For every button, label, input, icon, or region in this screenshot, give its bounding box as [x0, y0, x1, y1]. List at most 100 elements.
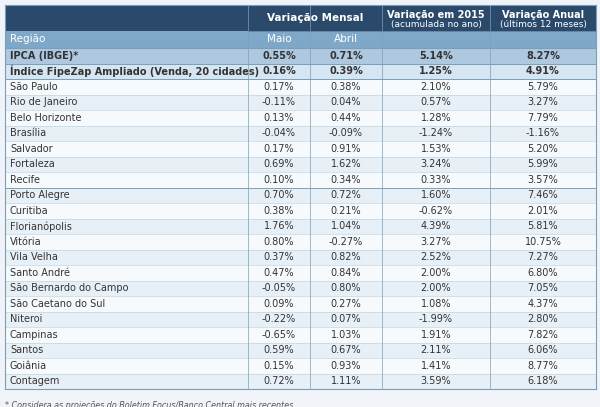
Text: Índice FipeZap Ampliado (Venda, 20 cidades): Índice FipeZap Ampliado (Venda, 20 cidad… — [10, 65, 259, 77]
Text: 1.53%: 1.53% — [421, 144, 451, 154]
Text: -0.04%: -0.04% — [262, 128, 296, 138]
Text: 0.44%: 0.44% — [331, 113, 361, 123]
Text: 0.47%: 0.47% — [263, 268, 295, 278]
Text: 2.00%: 2.00% — [421, 283, 451, 293]
Text: 0.10%: 0.10% — [264, 175, 294, 185]
Text: Abril: Abril — [334, 35, 358, 44]
Text: 6.80%: 6.80% — [528, 268, 558, 278]
Text: 1.60%: 1.60% — [421, 190, 451, 200]
Bar — [248, 31, 596, 48]
Text: Recife: Recife — [10, 175, 40, 185]
Text: 2.00%: 2.00% — [421, 268, 451, 278]
Text: 0.80%: 0.80% — [331, 283, 361, 293]
Text: 0.27%: 0.27% — [331, 299, 361, 309]
Bar — [5, 48, 596, 63]
Text: Goiânia: Goiânia — [10, 361, 47, 371]
Text: 2.11%: 2.11% — [421, 345, 451, 355]
Text: -0.05%: -0.05% — [262, 283, 296, 293]
Text: 4.37%: 4.37% — [527, 299, 559, 309]
Text: 0.13%: 0.13% — [264, 113, 294, 123]
Text: 4.91%: 4.91% — [526, 66, 560, 76]
Bar — [5, 31, 248, 48]
Text: 0.38%: 0.38% — [264, 206, 294, 216]
Text: 1.62%: 1.62% — [331, 159, 361, 169]
Text: Vila Velha: Vila Velha — [10, 252, 58, 262]
Text: 1.76%: 1.76% — [263, 221, 295, 231]
Bar — [5, 280, 596, 296]
Text: (últimos 12 meses): (últimos 12 meses) — [500, 20, 586, 29]
Text: 2.52%: 2.52% — [421, 252, 451, 262]
Text: Contagem: Contagem — [10, 376, 61, 386]
Text: -0.11%: -0.11% — [262, 97, 296, 107]
Text: São Bernardo do Campo: São Bernardo do Campo — [10, 283, 128, 293]
Text: 5.14%: 5.14% — [419, 51, 453, 61]
Text: 7.27%: 7.27% — [527, 252, 559, 262]
Bar — [248, 5, 596, 31]
Text: 0.07%: 0.07% — [331, 314, 361, 324]
Text: 4.39%: 4.39% — [421, 221, 451, 231]
Bar — [5, 172, 596, 188]
Bar — [5, 358, 596, 374]
Text: São Caetano do Sul: São Caetano do Sul — [10, 299, 105, 309]
Text: -0.65%: -0.65% — [262, 330, 296, 340]
Text: 3.57%: 3.57% — [527, 175, 559, 185]
Text: -0.62%: -0.62% — [419, 206, 453, 216]
Text: Maio: Maio — [266, 35, 292, 44]
Bar — [5, 374, 596, 389]
Text: 0.21%: 0.21% — [331, 206, 361, 216]
Text: 3.59%: 3.59% — [421, 376, 451, 386]
Bar — [5, 343, 596, 358]
Bar — [5, 110, 596, 125]
Text: 0.39%: 0.39% — [329, 66, 363, 76]
Text: 0.69%: 0.69% — [264, 159, 294, 169]
Text: 5.79%: 5.79% — [527, 82, 559, 92]
Text: Salvador: Salvador — [10, 144, 53, 154]
Text: 7.79%: 7.79% — [527, 113, 559, 123]
Text: 0.37%: 0.37% — [263, 252, 295, 262]
Text: 7.46%: 7.46% — [527, 190, 559, 200]
Text: 0.84%: 0.84% — [331, 268, 361, 278]
Text: 0.33%: 0.33% — [421, 175, 451, 185]
Text: -0.22%: -0.22% — [262, 314, 296, 324]
Text: Campinas: Campinas — [10, 330, 59, 340]
Bar — [5, 327, 596, 343]
Text: 2.10%: 2.10% — [421, 82, 451, 92]
Text: 0.38%: 0.38% — [331, 82, 361, 92]
Text: 1.91%: 1.91% — [421, 330, 451, 340]
Text: 1.11%: 1.11% — [331, 376, 361, 386]
Text: Niteroi: Niteroi — [10, 314, 43, 324]
Text: Porto Alegre: Porto Alegre — [10, 190, 70, 200]
Text: 3.24%: 3.24% — [421, 159, 451, 169]
Text: Belo Horizonte: Belo Horizonte — [10, 113, 82, 123]
Text: 0.72%: 0.72% — [331, 190, 361, 200]
Text: Brasília: Brasília — [10, 128, 46, 138]
Text: 5.20%: 5.20% — [527, 144, 559, 154]
Text: 0.55%: 0.55% — [262, 51, 296, 61]
Text: 1.28%: 1.28% — [421, 113, 451, 123]
Text: 0.16%: 0.16% — [262, 66, 296, 76]
Text: Variação em 2015: Variação em 2015 — [387, 10, 485, 20]
Text: -1.99%: -1.99% — [419, 314, 453, 324]
Bar — [5, 188, 596, 203]
Bar — [5, 296, 596, 311]
Bar — [5, 141, 596, 157]
Text: 1.04%: 1.04% — [331, 221, 361, 231]
Text: * Considera as projeções do Boletim Focus/Banco Central mais recentes: * Considera as projeções do Boletim Focu… — [5, 401, 293, 407]
Text: 7.82%: 7.82% — [527, 330, 559, 340]
Text: -0.27%: -0.27% — [329, 237, 363, 247]
Text: 0.17%: 0.17% — [263, 82, 295, 92]
Text: 0.04%: 0.04% — [331, 97, 361, 107]
Text: 6.06%: 6.06% — [528, 345, 558, 355]
Text: Santos: Santos — [10, 345, 43, 355]
Text: 0.67%: 0.67% — [331, 345, 361, 355]
Text: 0.93%: 0.93% — [331, 361, 361, 371]
Text: -1.16%: -1.16% — [526, 128, 560, 138]
Bar — [5, 219, 596, 234]
Text: 0.59%: 0.59% — [263, 345, 295, 355]
Text: 0.91%: 0.91% — [331, 144, 361, 154]
Bar — [5, 311, 596, 327]
Bar — [5, 125, 596, 141]
Bar — [5, 203, 596, 219]
Text: 10.75%: 10.75% — [524, 237, 562, 247]
Text: 0.82%: 0.82% — [331, 252, 361, 262]
